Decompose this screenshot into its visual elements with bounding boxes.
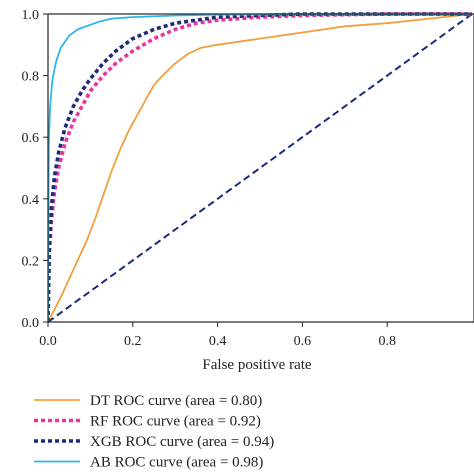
x-tick-label: 0.4: [209, 334, 227, 349]
y-tick-label: 0.6: [22, 131, 40, 146]
y-tick-label: 0.0: [22, 316, 40, 331]
legend-label: RF ROC curve (area = 0.92): [90, 414, 261, 430]
x-axis: 0.0 0.2 0.4 0.6 0.8: [39, 322, 396, 349]
y-tick-label: 0.4: [22, 193, 40, 208]
x-tick-label: 0.0: [39, 334, 57, 349]
y-tick-label: 1.0: [22, 8, 40, 23]
plot-frame: [47, 13, 474, 323]
y-tick-label: 0.2: [22, 254, 40, 269]
legend-label: DT ROC curve (area = 0.80): [90, 393, 262, 409]
y-tick-label: 0.8: [22, 70, 40, 85]
x-tick-label: 0.2: [124, 334, 142, 349]
x-tick-label: 0.8: [378, 334, 396, 349]
x-axis-label: False positive rate: [202, 357, 311, 373]
y-axis: 0.0 0.2 0.4 0.6 0.8 1.0: [22, 8, 48, 331]
legend-label: AB ROC curve (area = 0.98): [90, 455, 263, 471]
series-line-dt: [48, 13, 473, 323]
series-layer: [48, 12, 473, 323]
legend: DT ROC curve (area = 0.80) RF ROC curve (…: [34, 393, 274, 471]
series-line-xgb: [48, 12, 472, 323]
x-tick-label: 0.6: [294, 334, 312, 349]
legend-label: XGB ROC curve (area = 0.94): [90, 434, 274, 450]
chance-diagonal-line: [48, 13, 473, 323]
